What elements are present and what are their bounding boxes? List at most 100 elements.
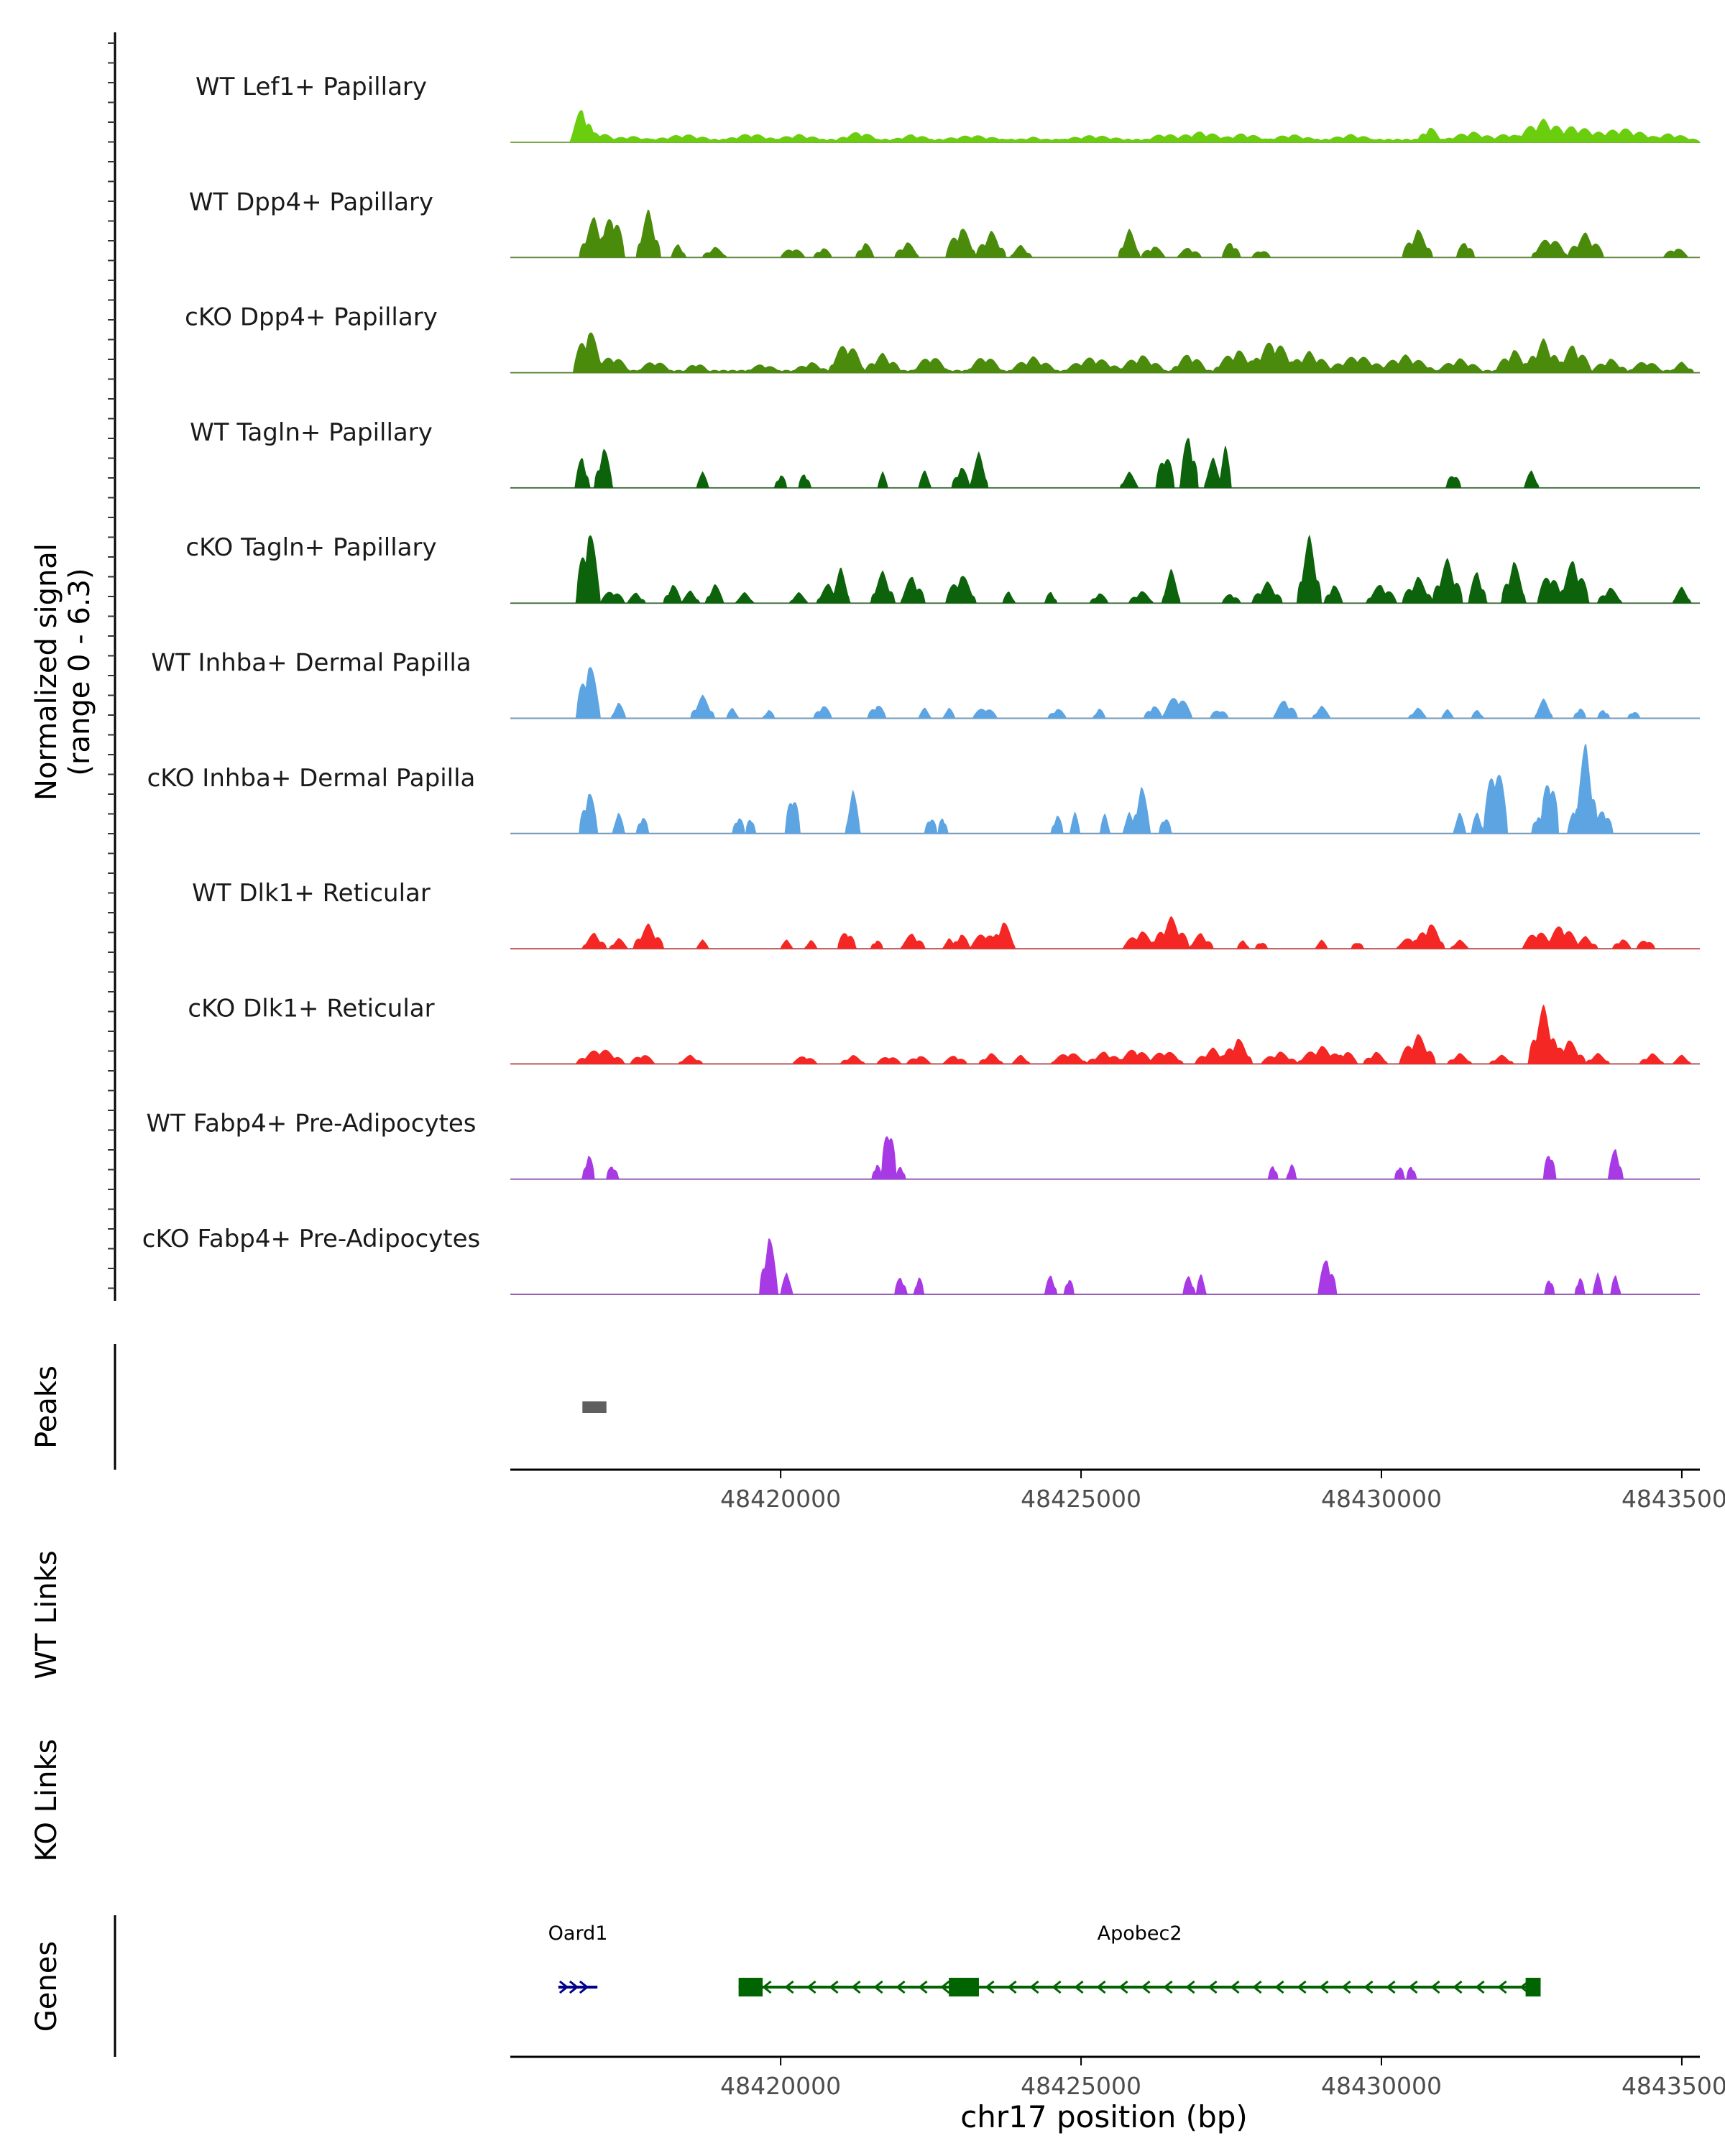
coverage-area xyxy=(510,743,1700,834)
strand-arrow xyxy=(1185,1980,1195,1994)
strand-arrow xyxy=(829,1980,839,1994)
track-label: WT Lef1+ Papillary xyxy=(196,73,427,101)
strand-arrow xyxy=(558,1980,569,1994)
gene-label: Oard1 xyxy=(548,1922,608,1945)
coverage-area xyxy=(510,110,1701,143)
coverage-area xyxy=(510,1238,1700,1296)
gene-exon xyxy=(738,1978,763,1996)
links-panels: WT Links KO Links xyxy=(30,1550,63,1861)
gene-exon xyxy=(1525,1978,1541,1996)
track-label: cKO Dpp4+ Papillary xyxy=(185,303,438,332)
strand-arrow xyxy=(1497,1980,1507,1994)
strand-arrow xyxy=(940,1980,950,1994)
track-label: WT Tagln+ Papillary xyxy=(190,418,433,447)
strand-arrow xyxy=(1230,1980,1240,1994)
strand-arrow xyxy=(579,1980,589,1994)
strand-arrow xyxy=(985,1980,995,1994)
track-label: cKO Dlk1+ Reticular xyxy=(188,994,434,1023)
coverage-track: WT Tagln+ Papillary xyxy=(190,418,1700,489)
x-tick-label: 48430000 xyxy=(1321,2072,1442,2100)
coverage-tracks: WT Lef1+ Papillary WT Dpp4+ Papillary cKO … xyxy=(142,73,1701,1296)
strand-arrow xyxy=(1274,1980,1284,1994)
coverage-area xyxy=(510,916,1700,949)
coverage-track: WT Dlk1+ Reticular xyxy=(192,879,1700,950)
genes-panel: Genes Oard1 Apobec2 xyxy=(30,1915,1541,2057)
strand-arrow xyxy=(1430,1980,1440,1994)
coverage-area xyxy=(510,535,1700,604)
coverage-track: cKO Inhba+ Dermal Papilla xyxy=(147,743,1700,834)
x-axis-top: 48420000 48425000 48430000 48435000 xyxy=(510,1468,1725,1513)
coverage-area xyxy=(510,209,1700,259)
strand-arrow xyxy=(896,1980,906,1994)
gene-model: Oard1 xyxy=(548,1922,608,1994)
strand-arrow xyxy=(762,1980,772,1994)
x-tick-label: 48435000 xyxy=(1622,1485,1725,1513)
coverage-track: WT Fabp4+ Pre-Adipocytes xyxy=(147,1110,1700,1180)
coverage-track: WT Lef1+ Papillary xyxy=(196,73,1701,143)
strand-arrow xyxy=(1163,1980,1173,1994)
strand-arrow xyxy=(1096,1980,1106,1994)
strand-arrow xyxy=(784,1980,794,1994)
strand-arrow xyxy=(1029,1980,1039,1994)
strand-arrow xyxy=(1475,1980,1485,1994)
strand-arrow xyxy=(1453,1980,1463,1994)
gene-exon xyxy=(949,1978,979,1996)
strand-arrow xyxy=(1341,1980,1351,1994)
strand-arrow xyxy=(1074,1980,1084,1994)
x-tick-label: 48425000 xyxy=(1021,2072,1141,2100)
strand-arrow xyxy=(1118,1980,1128,1994)
strand-arrow xyxy=(918,1980,928,1994)
coverage-track: cKO Fabp4+ Pre-Adipocytes xyxy=(142,1225,1700,1296)
peaks-label: Peaks xyxy=(30,1365,63,1449)
strand-arrow xyxy=(1386,1980,1396,1994)
x-tick-label: 48420000 xyxy=(720,2072,841,2100)
x-axis-bottom: 48420000 48425000 48430000 48435000 xyxy=(510,2055,1725,2100)
gene-model: Apobec2 xyxy=(738,1922,1541,1996)
track-label: WT Dpp4+ Papillary xyxy=(189,188,433,216)
strand-arrow xyxy=(806,1980,816,1994)
x-tick-label: 48420000 xyxy=(720,1485,841,1513)
x-tick-label: 48430000 xyxy=(1321,1485,1442,1513)
y-axis-title: Normalized signal(range 0 - 6.3) xyxy=(30,543,96,801)
peak-region xyxy=(582,1401,607,1413)
track-label: cKO Inhba+ Dermal Papilla xyxy=(147,764,476,793)
peaks-panel: Peaks xyxy=(30,1344,607,1470)
strand-arrow xyxy=(873,1980,883,1994)
coverage-track: cKO Dpp4+ Papillary xyxy=(185,303,1700,374)
track-label: WT Dlk1+ Reticular xyxy=(192,879,431,908)
x-tick-label: 48435000 xyxy=(1622,2072,1725,2100)
strand-arrow xyxy=(569,1980,579,1994)
track-label: cKO Tagln+ Papillary xyxy=(185,533,436,562)
gene-label: Apobec2 xyxy=(1098,1922,1182,1945)
strand-arrow xyxy=(1208,1980,1218,1994)
y-axis-title-line: (range 0 - 6.3) xyxy=(63,568,96,775)
strand-arrow xyxy=(1141,1980,1151,1994)
x-tick-label: 48425000 xyxy=(1021,1485,1141,1513)
strand-arrow xyxy=(851,1980,861,1994)
coverage-track: cKO Dlk1+ Reticular xyxy=(188,994,1700,1065)
coverage-track: WT Inhba+ Dermal Papilla xyxy=(151,649,1700,719)
track-label: cKO Fabp4+ Pre-Adipocytes xyxy=(142,1225,481,1253)
ko-links-label: KO Links xyxy=(30,1739,63,1862)
wt-links-label: WT Links xyxy=(30,1550,63,1679)
coverage-area xyxy=(510,1004,1700,1064)
strand-arrow xyxy=(1252,1980,1262,1994)
strand-arrow xyxy=(1052,1980,1062,1994)
strand-arrow xyxy=(1297,1980,1307,1994)
coverage-y-axis xyxy=(108,32,116,1301)
coverage-area xyxy=(510,332,1700,374)
strand-arrow xyxy=(1007,1980,1017,1994)
coverage-track: cKO Tagln+ Papillary xyxy=(185,533,1700,604)
strand-arrow xyxy=(1319,1980,1329,1994)
coverage-area xyxy=(510,667,1700,719)
track-label: WT Fabp4+ Pre-Adipocytes xyxy=(147,1110,477,1138)
x-axis-title: chr17 position (bp) xyxy=(960,2099,1248,2134)
y-axis-title-line: Normalized signal xyxy=(30,543,63,801)
strand-arrow xyxy=(1363,1980,1374,1994)
coverage-area xyxy=(510,438,1700,489)
genes-label: Genes xyxy=(30,1941,63,2032)
y-axis-title-text: Normalized signal(range 0 - 6.3) xyxy=(30,543,96,801)
track-label: WT Inhba+ Dermal Papilla xyxy=(151,649,471,678)
strand-arrow xyxy=(1408,1980,1418,1994)
